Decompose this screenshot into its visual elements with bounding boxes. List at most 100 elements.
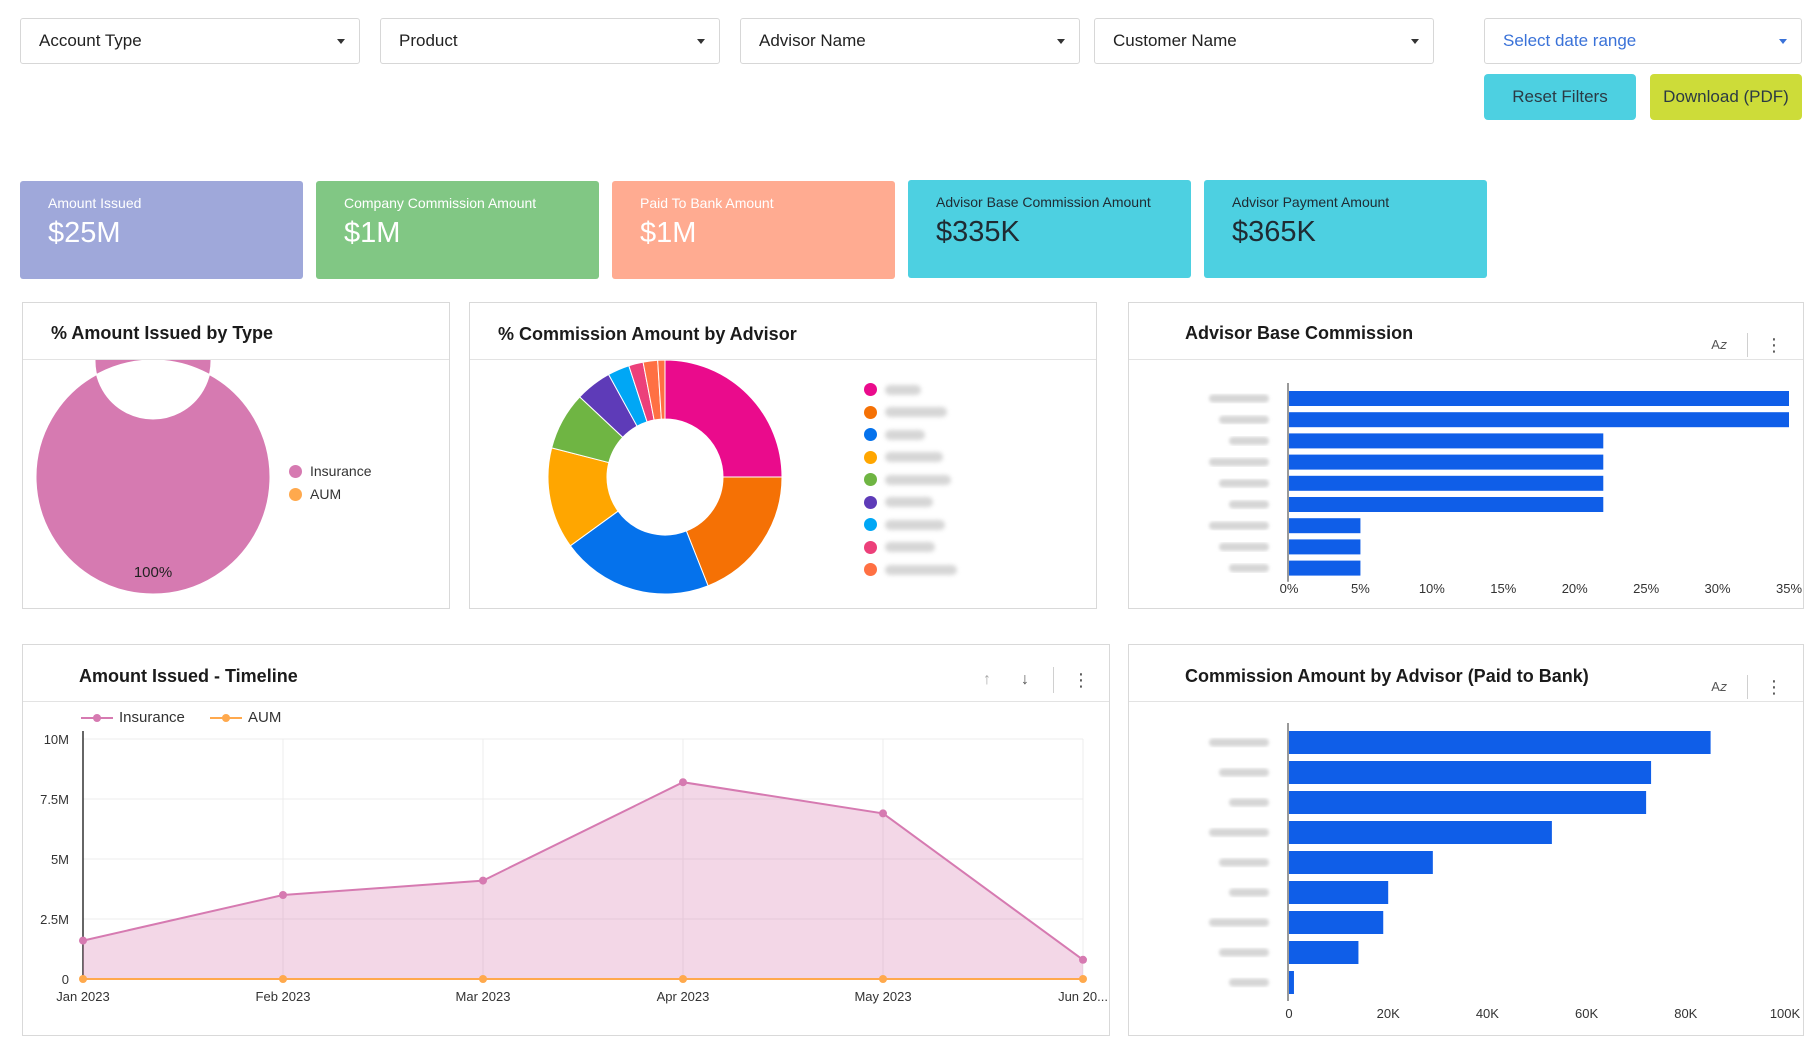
reset-filters-button[interactable]: Reset Filters: [1484, 74, 1636, 120]
bank-category-label-blurred: [1209, 738, 1269, 747]
base-tick-label: 5%: [1351, 581, 1370, 596]
advisor-legend-item[interactable]: [864, 405, 947, 419]
timeline-point[interactable]: [479, 975, 487, 983]
base-tick-label: 10%: [1419, 581, 1445, 596]
advisor-legend-item[interactable]: [864, 428, 925, 441]
legend-label: Insurance: [310, 463, 372, 479]
advisor-slice[interactable]: [664, 360, 783, 478]
timeline-y-tick-label: 10M: [44, 732, 69, 747]
bank-category-label-blurred: [1219, 768, 1269, 777]
caret-down-icon: [1057, 38, 1065, 44]
legend-item-insurance[interactable]: Insurance: [81, 709, 185, 726]
bank-bar[interactable]: [1289, 911, 1384, 934]
timeline-point[interactable]: [79, 975, 87, 983]
kpi-value: $1M: [344, 217, 401, 249]
base-category-label-blurred: [1219, 479, 1269, 488]
legend-item-aum[interactable]: AUM: [210, 709, 281, 726]
timeline-point[interactable]: [79, 936, 87, 945]
bank-bar[interactable]: [1289, 761, 1652, 784]
account-type-dropdown[interactable]: Account Type: [20, 18, 360, 64]
bank-category-label-blurred: [1229, 978, 1269, 987]
base-category-label-blurred: [1219, 415, 1269, 424]
issued-by-type-donut: 100%: [35, 360, 271, 595]
more-vert-icon[interactable]: ⋮: [1765, 676, 1783, 697]
arrow-down-icon[interactable]: ↓: [1021, 671, 1029, 688]
timeline-area-insurance: [83, 782, 1083, 979]
kpi-value: $335K: [936, 216, 1020, 248]
bank-bar[interactable]: [1289, 941, 1359, 964]
advisor-slice[interactable]: [657, 360, 666, 420]
product-dropdown[interactable]: Product: [380, 18, 720, 64]
timeline-point[interactable]: [479, 876, 487, 885]
advisor-legend-item[interactable]: [864, 540, 935, 554]
timeline-point[interactable]: [679, 975, 687, 983]
legend-item-aum[interactable]: AUM: [289, 486, 341, 502]
advisor-legend-item[interactable]: [864, 450, 943, 464]
timeline-point[interactable]: [1079, 955, 1087, 964]
timeline-point[interactable]: [279, 975, 287, 983]
timeline-x-tick-label: Apr 2023: [657, 989, 710, 1004]
bank-bar[interactable]: [1289, 731, 1711, 754]
bank-category-label-blurred: [1229, 798, 1269, 807]
bank-bar[interactable]: [1289, 821, 1552, 844]
legend-dot: [864, 495, 877, 509]
kpi-company-commission: Company Commission Amount $1M: [316, 181, 599, 279]
download-pdf-button[interactable]: Download (PDF): [1650, 74, 1802, 120]
date-range-label: Select date range: [1503, 31, 1637, 50]
advisor-legend-item[interactable]: [864, 495, 933, 509]
more-vert-icon[interactable]: ⋮: [1072, 669, 1090, 690]
arrow-up-icon[interactable]: ↑: [983, 671, 991, 688]
bank-bar[interactable]: [1289, 971, 1294, 994]
base-bar[interactable]: [1289, 433, 1604, 449]
timeline-point[interactable]: [879, 975, 887, 983]
legend-dot: [864, 450, 877, 464]
legend-label-blurred: [885, 407, 947, 417]
legend-item-insurance[interactable]: Insurance: [289, 463, 371, 479]
base-bar[interactable]: [1289, 454, 1604, 470]
base-bar[interactable]: [1289, 539, 1361, 555]
timeline-x-tick-label: Jan 2023: [56, 989, 110, 1004]
advisor-legend-item[interactable]: [864, 383, 921, 396]
bank-bar[interactable]: [1289, 851, 1433, 874]
base-bar[interactable]: [1289, 391, 1789, 406]
advisor-slice[interactable]: [569, 510, 709, 595]
sort-az-icon[interactable]: A𝑧: [1711, 337, 1727, 352]
advisor-slice[interactable]: [685, 476, 783, 587]
advisor-legend-item[interactable]: [864, 518, 945, 531]
panel-title: Amount Issued - Timeline: [79, 666, 298, 686]
kpi-label: Paid To Bank Amount: [640, 195, 774, 211]
legend-line-insurance: [81, 713, 113, 722]
date-range-picker[interactable]: Select date range: [1484, 18, 1802, 64]
customer-name-label: Customer Name: [1113, 31, 1237, 50]
base-bar[interactable]: [1289, 497, 1604, 512]
timeline-point[interactable]: [279, 891, 287, 899]
base-bar[interactable]: [1289, 560, 1361, 576]
more-vert-icon[interactable]: ⋮: [1765, 334, 1783, 355]
legend-dot: [289, 487, 302, 501]
timeline-point[interactable]: [879, 809, 887, 818]
timeline-point[interactable]: [1079, 975, 1087, 983]
kpi-value: $25M: [48, 217, 121, 249]
bank-bar[interactable]: [1289, 791, 1647, 814]
legend-dot: [864, 405, 877, 419]
kpi-paid-to-bank: Paid To Bank Amount $1M: [612, 181, 895, 279]
customer-name-dropdown[interactable]: Customer Name: [1094, 18, 1434, 64]
type-slice[interactable]: [35, 360, 271, 595]
advisor-legend-item[interactable]: [864, 473, 951, 486]
legend-label-blurred: [885, 519, 945, 530]
timeline-point[interactable]: [679, 778, 687, 787]
base-category-label-blurred: [1209, 521, 1269, 530]
legend-label-blurred: [885, 452, 943, 462]
sort-az-icon[interactable]: A𝑧: [1711, 679, 1727, 694]
bank-bar[interactable]: [1289, 881, 1389, 904]
advisor-legend-item[interactable]: [864, 563, 957, 576]
base-bar[interactable]: [1289, 518, 1361, 534]
panel-commission-by-advisor: % Commission Amount by Advisor: [469, 302, 1097, 609]
base-bar[interactable]: [1289, 475, 1604, 491]
timeline-y-tick-label: 2.5M: [40, 912, 69, 927]
kpi-label: Company Commission Amount: [344, 195, 537, 211]
base-bar[interactable]: [1289, 412, 1789, 428]
kpi-label: Advisor Base Commission Amount: [936, 194, 1151, 210]
advisor-name-dropdown[interactable]: Advisor Name: [740, 18, 1080, 64]
kpi-advisor-base-commission: Advisor Base Commission Amount $335K: [908, 180, 1191, 278]
